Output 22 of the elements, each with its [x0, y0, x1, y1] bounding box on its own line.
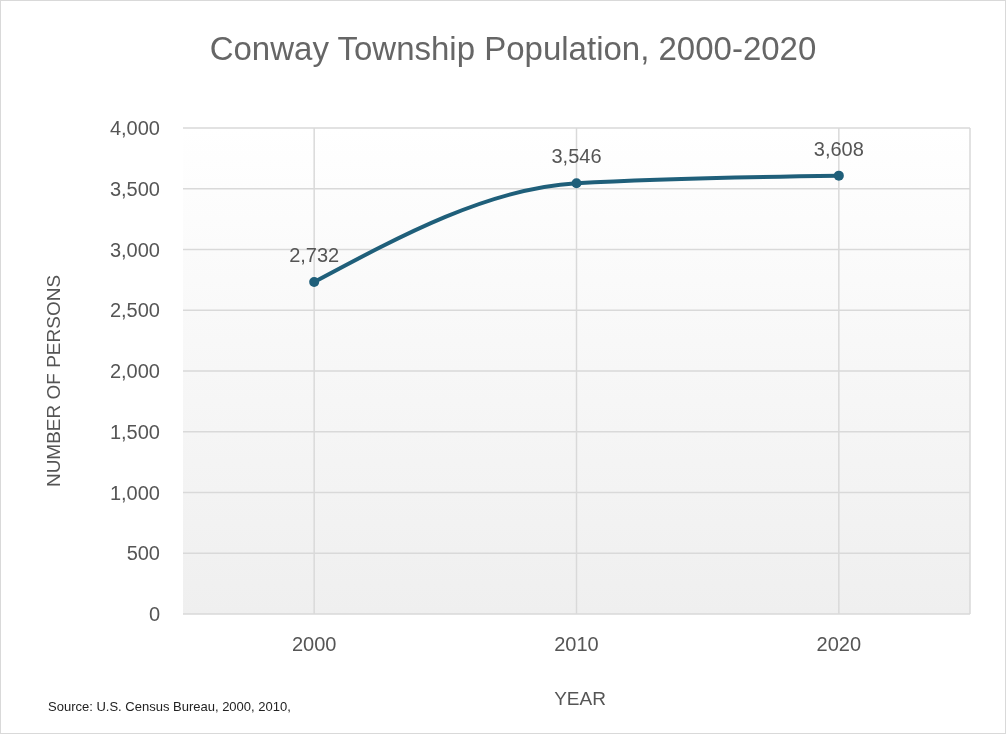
y-tick-label: 3,000	[109, 238, 160, 261]
chart-title: Conway Township Population, 2000-2020	[209, 30, 817, 67]
point	[571, 178, 582, 189]
data-label: 2,732	[289, 244, 340, 267]
point	[309, 277, 320, 288]
x-tick-label: 2000	[291, 633, 337, 655]
source-note: Source: U.S. Census Bureau, 2000, 2010,	[48, 699, 291, 714]
y-tick-label: 3,500	[109, 177, 160, 200]
y-tick-label: 1,000	[109, 481, 160, 504]
y-tick-label: 500	[126, 542, 160, 565]
y-tick-label: 2,000	[109, 360, 160, 382]
point	[833, 170, 844, 181]
y-axis-title: NUMBER OF PERSONS	[43, 274, 64, 488]
y-tick-label: 2,500	[109, 299, 160, 322]
y-tick-label: 4,000	[109, 117, 160, 139]
x-tick-label: 2020	[816, 633, 862, 655]
data-label: 3,546	[551, 145, 602, 168]
y-tick-label: 1,500	[109, 420, 160, 443]
x-axis-title: YEAR	[554, 688, 606, 709]
y-tick-label: 0	[148, 603, 160, 625]
data-label: 3,608	[813, 137, 864, 160]
x-tick-label: 2010	[554, 633, 599, 655]
